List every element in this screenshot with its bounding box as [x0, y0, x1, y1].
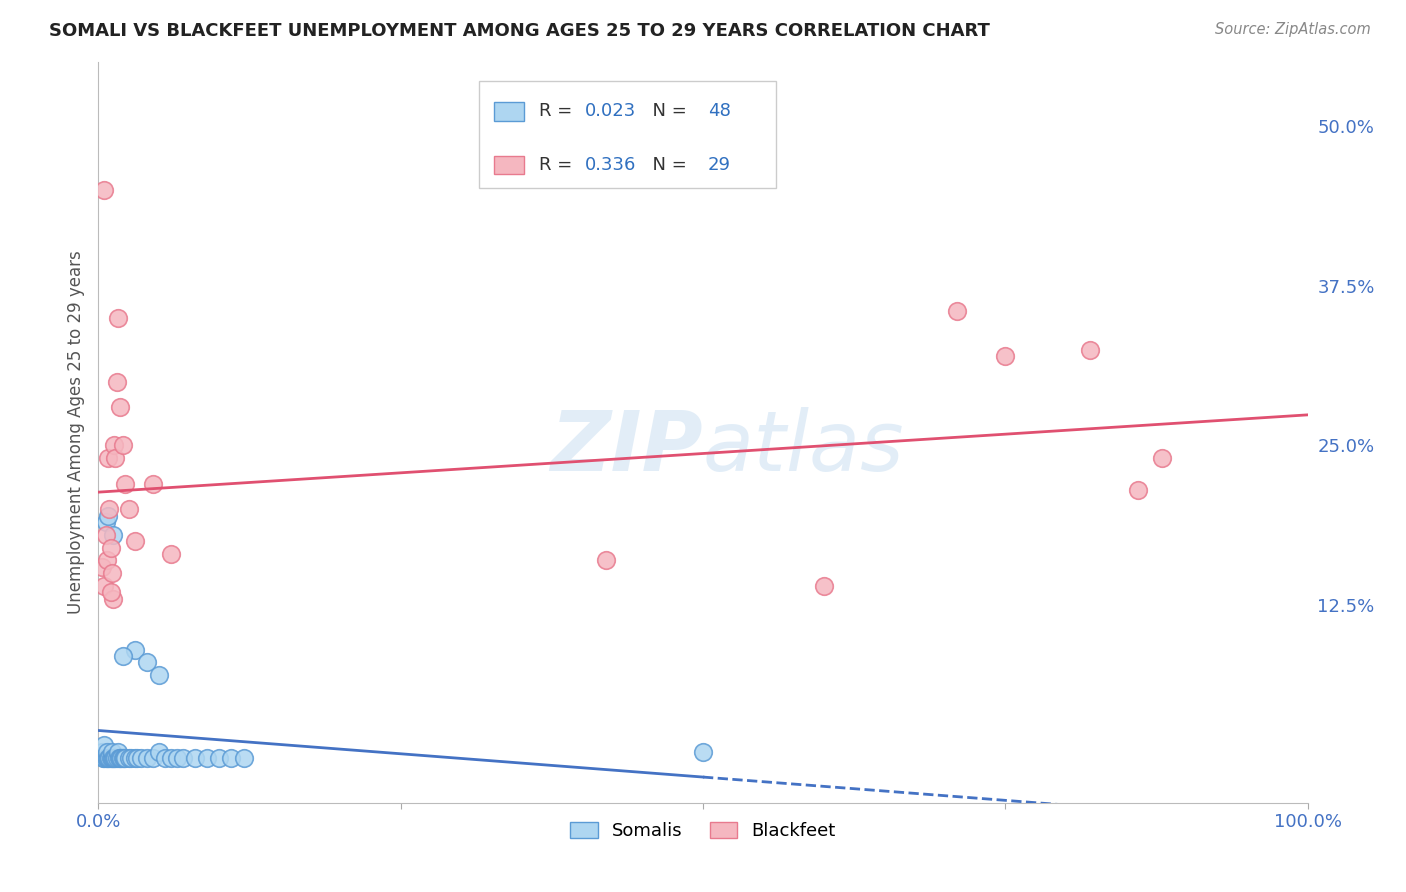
Text: 0.023: 0.023 — [585, 102, 636, 120]
Point — [1128, 483, 1150, 497]
Text: Source: ZipAtlas.com: Source: ZipAtlas.com — [1215, 22, 1371, 37]
Point — [232, 751, 254, 765]
Text: 48: 48 — [707, 102, 731, 120]
Point — [166, 751, 188, 765]
Point — [94, 751, 117, 765]
Point — [111, 438, 134, 452]
Point — [108, 751, 131, 765]
Point — [108, 751, 131, 765]
Point — [100, 566, 122, 580]
Point — [105, 375, 128, 389]
Point — [221, 751, 243, 765]
Point — [93, 579, 115, 593]
Text: atlas: atlas — [703, 407, 904, 488]
Point — [100, 585, 122, 599]
Point — [946, 304, 969, 318]
Point — [103, 438, 125, 452]
Point — [98, 502, 121, 516]
Point — [91, 751, 114, 765]
Point — [142, 751, 165, 765]
Point — [96, 553, 118, 567]
Point — [184, 751, 207, 765]
Point — [101, 527, 124, 541]
Point — [813, 579, 835, 593]
Point — [153, 751, 176, 765]
Point — [124, 534, 146, 549]
Point — [148, 668, 170, 682]
Text: SOMALI VS BLACKFEET UNEMPLOYMENT AMONG AGES 25 TO 29 YEARS CORRELATION CHART: SOMALI VS BLACKFEET UNEMPLOYMENT AMONG A… — [49, 22, 990, 40]
Text: N =: N = — [641, 156, 693, 174]
FancyBboxPatch shape — [479, 81, 776, 188]
Point — [94, 515, 117, 529]
Point — [94, 527, 117, 541]
Point — [172, 751, 194, 765]
Text: R =: R = — [538, 102, 578, 120]
Text: N =: N = — [641, 102, 693, 120]
Point — [108, 400, 131, 414]
Point — [104, 751, 127, 765]
Point — [97, 451, 120, 466]
Text: R =: R = — [538, 156, 578, 174]
Point — [101, 591, 124, 606]
Point — [96, 751, 118, 765]
Point — [1152, 451, 1174, 466]
Point — [93, 183, 115, 197]
Point — [104, 451, 127, 466]
Legend: Somalis, Blackfeet: Somalis, Blackfeet — [561, 813, 845, 849]
FancyBboxPatch shape — [494, 156, 524, 174]
Point — [118, 751, 141, 765]
Point — [93, 751, 115, 765]
Point — [100, 751, 122, 765]
Point — [97, 751, 120, 765]
Text: 0.336: 0.336 — [585, 156, 636, 174]
Point — [120, 751, 142, 765]
Point — [127, 751, 149, 765]
Point — [107, 745, 129, 759]
Point — [111, 751, 134, 765]
Text: 29: 29 — [707, 156, 731, 174]
Point — [91, 745, 114, 759]
Point — [195, 751, 218, 765]
Point — [148, 745, 170, 759]
Point — [595, 553, 617, 567]
Point — [114, 751, 136, 765]
Point — [98, 751, 121, 765]
FancyBboxPatch shape — [494, 102, 524, 120]
Point — [114, 476, 136, 491]
Point — [100, 541, 122, 555]
Point — [110, 751, 132, 765]
Point — [135, 656, 157, 670]
Point — [103, 751, 125, 765]
Point — [91, 559, 114, 574]
Point — [160, 751, 183, 765]
Point — [160, 547, 183, 561]
Point — [107, 310, 129, 325]
Point — [692, 745, 714, 759]
Point — [101, 751, 124, 765]
Point — [100, 745, 122, 759]
Point — [100, 751, 122, 765]
Point — [129, 751, 152, 765]
Point — [124, 751, 146, 765]
Y-axis label: Unemployment Among Ages 25 to 29 years: Unemployment Among Ages 25 to 29 years — [66, 251, 84, 615]
Point — [124, 642, 146, 657]
Point — [1078, 343, 1101, 357]
Point — [208, 751, 231, 765]
Text: ZIP: ZIP — [550, 407, 703, 488]
Point — [994, 349, 1017, 363]
Point — [118, 502, 141, 516]
Point — [97, 508, 120, 523]
Point — [96, 745, 118, 759]
Point — [93, 739, 115, 753]
Point — [112, 751, 135, 765]
Point — [111, 648, 134, 663]
Point — [105, 751, 128, 765]
Point — [142, 476, 165, 491]
Point — [135, 751, 157, 765]
